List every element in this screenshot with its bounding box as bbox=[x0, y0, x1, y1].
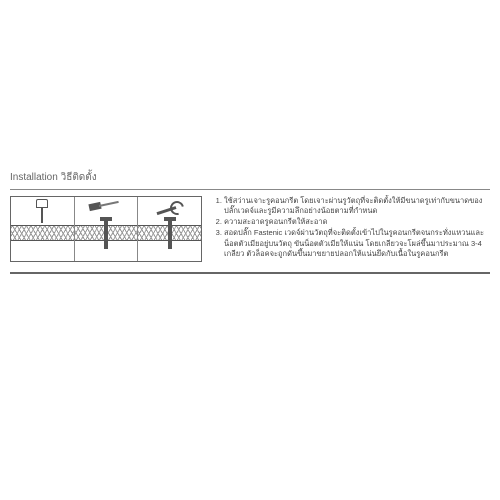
heading-en: Installation bbox=[10, 172, 58, 183]
divider-top bbox=[10, 189, 490, 190]
heading-th: วิธีติดตั้ง bbox=[61, 172, 97, 183]
instruction-list: ใช้สว่านเจาะรูคอนกรีต โดยเจาะผ่านรูวัตถุ… bbox=[212, 196, 490, 260]
content-row: ใช้สว่านเจาะรูคอนกรีต โดยเจาะผ่านรูวัตถุ… bbox=[10, 196, 490, 262]
drill-icon bbox=[36, 199, 48, 223]
installation-section: Installation วิธีติดตั้ง bbox=[10, 170, 490, 274]
anchor-icon bbox=[104, 221, 108, 249]
section-heading: Installation วิธีติดตั้ง bbox=[10, 170, 490, 185]
anchor-icon bbox=[168, 221, 172, 249]
step-hammer bbox=[74, 197, 138, 261]
step-drill bbox=[11, 197, 74, 261]
instruction-item: สอดปลั๊ก Fastenic เวดจ์ผ่านวัตถุที่จะติด… bbox=[224, 228, 490, 258]
installation-diagram bbox=[10, 196, 202, 262]
step-wrench bbox=[137, 197, 201, 261]
concrete-hatch bbox=[11, 225, 74, 241]
divider-bottom bbox=[10, 272, 490, 274]
wrench-icon bbox=[154, 201, 184, 215]
instruction-item: ใช้สว่านเจาะรูคอนกรีต โดยเจาะผ่านรูวัตถุ… bbox=[224, 196, 490, 216]
instruction-item: ความสะอาดรูคอนกรีตให้สะอาด bbox=[224, 217, 490, 227]
